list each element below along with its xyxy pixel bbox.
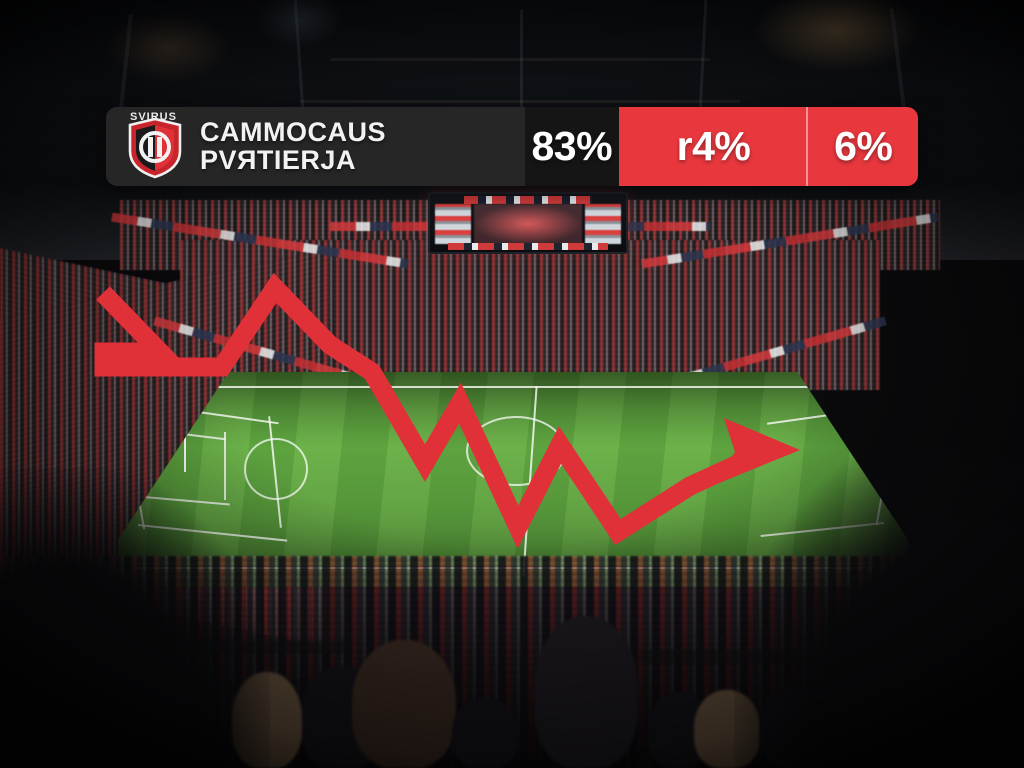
stat-divider bbox=[806, 107, 809, 186]
stat-value-3: 6% bbox=[834, 123, 893, 169]
club-crest-icon: SVIRUS bbox=[124, 110, 186, 181]
stat-box-3[interactable]: 6% bbox=[808, 107, 918, 186]
info-bar[interactable]: SVIRUS CAMMOCAUS PVЯTIERJA 83% r4% 6% bbox=[106, 107, 918, 186]
trend-arrow-path bbox=[94, 272, 800, 549]
stat-box-1[interactable]: 83% bbox=[524, 107, 619, 186]
stat-box-2[interactable]: r4% bbox=[618, 107, 809, 186]
brand-line-1: CAMMOCAUS bbox=[200, 116, 386, 147]
brand-segment[interactable]: SVIRUS CAMMOCAUS PVЯTIERJA bbox=[106, 107, 525, 186]
stat-value-1: 83% bbox=[531, 123, 613, 169]
stat-value-2: r4% bbox=[676, 123, 751, 169]
brand-text-block: CAMMOCAUS PVЯTIERJA bbox=[200, 116, 386, 175]
brand-line-2: PVЯTIERJA bbox=[200, 144, 356, 175]
crest-wordmark: SVIRUS bbox=[130, 110, 177, 123]
